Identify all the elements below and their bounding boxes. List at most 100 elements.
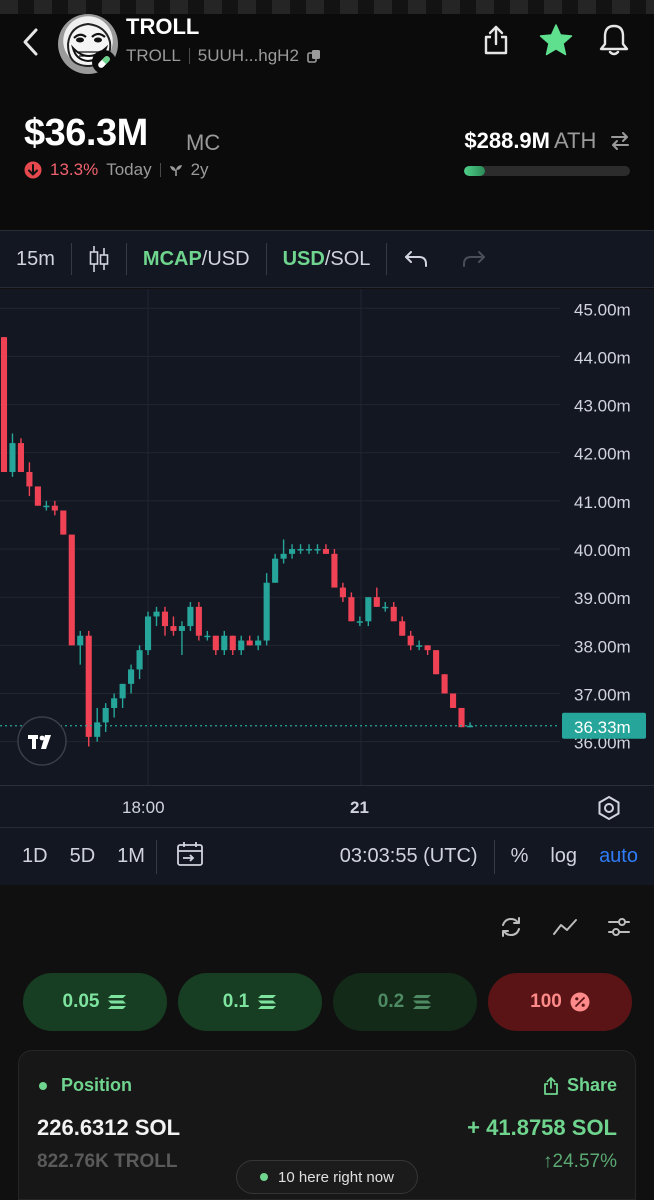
- pill-icon: [98, 56, 110, 68]
- ath-value: $288.9M: [464, 128, 550, 153]
- candle: [407, 630, 414, 651]
- price-change-row: 13.3% Today 2y: [24, 160, 209, 180]
- percent-scale-toggle[interactable]: %: [510, 845, 529, 867]
- tradingview-logo[interactable]: [17, 716, 67, 766]
- candle: [34, 486, 41, 506]
- log-scale-toggle[interactable]: log: [550, 845, 578, 867]
- quick-buy-0-05-sol[interactable]: 0.05: [23, 973, 167, 1031]
- ath-progress-bar: [464, 166, 630, 176]
- candle: [289, 544, 296, 559]
- chart-settings-icon[interactable]: [596, 795, 622, 821]
- token-age: 2y: [190, 160, 209, 179]
- candle: [280, 539, 287, 564]
- price-chart[interactable]: 45.00m 44.00m 43.00m 42.00m 41.00m 40.00m 39.0…: [0, 289, 654, 827]
- candle: [85, 630, 92, 747]
- share-icon: [544, 1076, 558, 1095]
- divider: [188, 48, 190, 64]
- candle: [322, 544, 330, 554]
- divider: [155, 839, 157, 874]
- share-label: Share: [566, 1075, 617, 1095]
- settings-button[interactable]: [604, 912, 634, 942]
- price-tick-label: 44.00m: [574, 348, 631, 367]
- go-to-date-button[interactable]: [157, 840, 216, 874]
- undo-button[interactable]: [387, 243, 445, 275]
- candlestick-icon: [89, 246, 109, 272]
- position-pnl-percent: 24.57%: [552, 1151, 617, 1172]
- candle: [102, 703, 109, 733]
- candle: [424, 645, 431, 655]
- candle: [204, 630, 211, 641]
- divider: [386, 243, 388, 275]
- utc-clock[interactable]: 03:03:55 (UTC): [339, 845, 478, 867]
- candle: [458, 707, 465, 728]
- candle: [212, 635, 219, 655]
- divider: [125, 243, 127, 275]
- candle: [111, 693, 118, 718]
- candle: [229, 635, 236, 655]
- trend-line-icon: [553, 919, 577, 935]
- candle: [60, 510, 67, 535]
- interval-selector[interactable]: 15m: [16, 247, 55, 270]
- auto-scale-toggle[interactable]: auto: [599, 845, 638, 867]
- token-name: TROLL: [126, 14, 200, 39]
- candle: [356, 616, 363, 627]
- pill-badge: [92, 50, 116, 74]
- refresh-icon: [502, 917, 520, 937]
- candle: [94, 707, 101, 742]
- token-address[interactable]: 5UUH...hgH2: [197, 46, 299, 65]
- divider: [265, 243, 267, 275]
- price-axis: 45.00m 44.00m 43.00m 42.00m 41.00m 40.00m 39.0…: [0, 300, 646, 753]
- status-dot: [39, 1081, 47, 1090]
- candle: [221, 630, 228, 655]
- share-position-button[interactable]: Share: [543, 1075, 617, 1096]
- presence-indicator[interactable]: 10 here right now: [236, 1160, 418, 1194]
- candle: [17, 438, 24, 472]
- line-chart-button[interactable]: [550, 912, 580, 942]
- candle: [128, 664, 135, 694]
- sliders-icon: [608, 918, 630, 936]
- candle: [450, 693, 457, 708]
- redo-icon: [463, 251, 486, 267]
- candle: [373, 587, 380, 607]
- range-bar: 1D 5D 1M 03:03:55 (UTC) % log auto: [0, 827, 654, 885]
- range-1d[interactable]: 1D: [22, 845, 48, 867]
- usd-label: USD: [282, 247, 325, 270]
- presence-text: 10 here right now: [278, 1168, 394, 1186]
- candle: [365, 597, 372, 627]
- copy-icon[interactable]: [307, 49, 321, 63]
- candle: [246, 635, 253, 646]
- range-1m[interactable]: 1M: [117, 845, 145, 867]
- time-label-21: 21: [350, 798, 369, 817]
- candle: [416, 640, 423, 651]
- swap-icon[interactable]: [610, 130, 630, 152]
- candle: [144, 611, 152, 655]
- mcap-label: MCAP: [142, 247, 202, 270]
- ath-label: ATH: [554, 128, 597, 153]
- quick-buy-0-2-sol[interactable]: 0.2: [333, 973, 477, 1031]
- candle: [297, 544, 304, 554]
- redo-button[interactable]: [445, 243, 503, 275]
- price-change-percent: 13.3%: [50, 160, 99, 179]
- quick-sell-100-percent[interactable]: 100: [488, 973, 632, 1031]
- range-5d[interactable]: 5D: [69, 845, 96, 867]
- share-button[interactable]: [478, 22, 514, 58]
- candlestick-chart[interactable]: 45.00m 44.00m 43.00m 42.00m 41.00m 40.00m 39.0…: [0, 289, 654, 785]
- market-cap-value: $36.3M: [24, 112, 148, 154]
- refresh-button[interactable]: [496, 912, 526, 942]
- position-pnl-percent-row: ↑24.57%: [543, 1151, 617, 1173]
- price-tick-label: 39.00m: [574, 589, 631, 608]
- mcap-usd-toggle[interactable]: MCAP /USD: [127, 243, 266, 275]
- quick-buy-0-1-sol[interactable]: 0.1: [178, 973, 322, 1031]
- candle: [466, 722, 474, 728]
- token-subtitle: TROLL 5UUH...hgH2: [126, 46, 321, 66]
- sol-icon: [258, 995, 277, 1009]
- position-token-amount: 822.76K TROLL: [37, 1151, 178, 1172]
- back-button[interactable]: [14, 22, 46, 62]
- chart-type-button[interactable]: [72, 243, 126, 275]
- usd-sol-toggle[interactable]: USD /SOL: [267, 243, 387, 275]
- candle-series: [0, 337, 474, 747]
- favorite-button[interactable]: [538, 22, 574, 58]
- alerts-button[interactable]: [596, 22, 632, 58]
- price-tick-label: 37.00m: [574, 686, 631, 705]
- share-icon: [484, 25, 508, 55]
